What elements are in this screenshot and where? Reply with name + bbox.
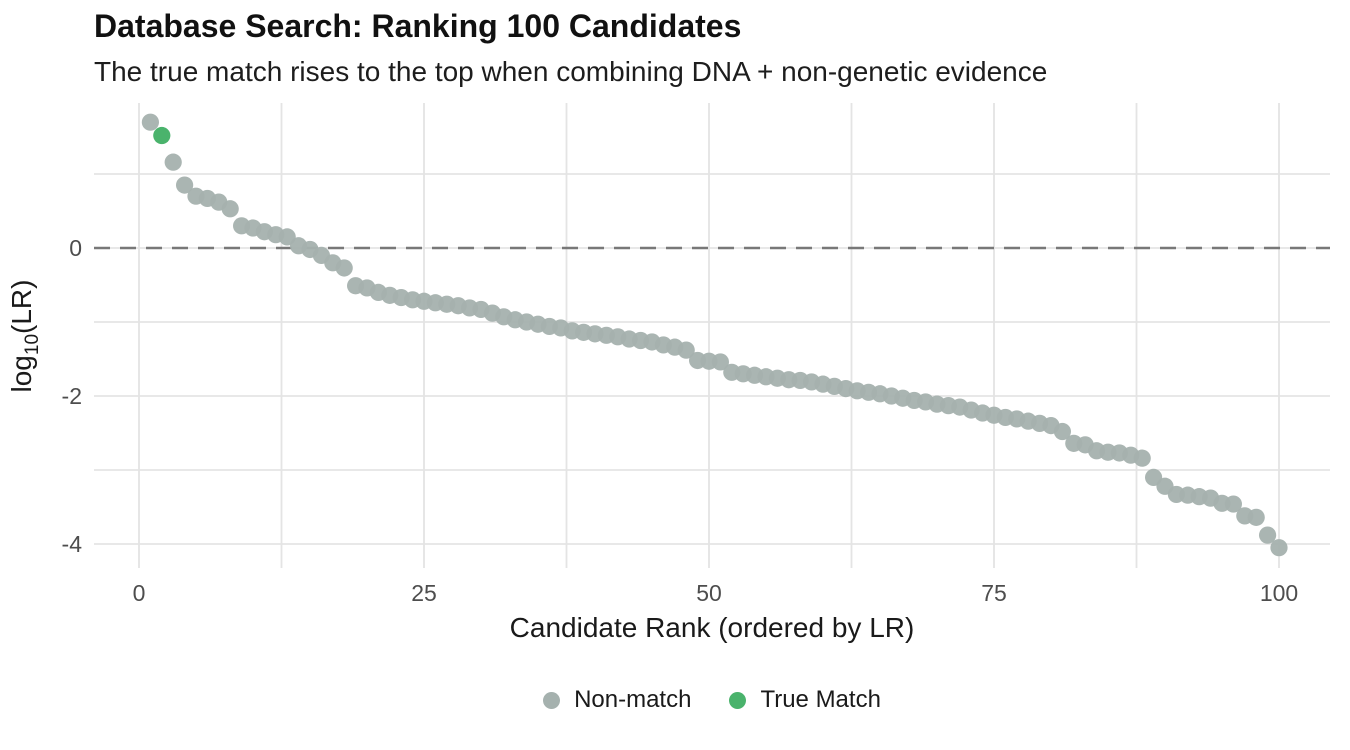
y-tick-label: 0 [69,235,82,261]
y-tick-label: -4 [62,531,83,557]
data-point-non-match [141,113,159,131]
data-point-non-match [711,353,730,371]
data-point-true-match [153,126,171,145]
data-point-non-match [677,341,695,359]
non-match-dot-icon [543,691,561,709]
x-tick-label: 0 [133,580,146,606]
gridlines-layer [94,103,1330,568]
x-tick-label: 75 [981,580,1007,606]
data-point-non-match [1053,422,1071,441]
chart-subtitle: The true match rises to the top when com… [94,56,1048,87]
legend-label-true-match: True Match [760,686,881,713]
tick-labels-layer: 0 25 50 75 100 0 -2 -4 [62,235,1299,606]
legend-item-non-match: Non-match [543,686,691,714]
legend-label-non-match: Non-match [574,686,692,713]
y-tick-label: -2 [62,383,82,409]
data-point-non-match [221,200,239,218]
y-axis-title-sub: 10 [22,334,43,355]
x-tick-label: 100 [1260,580,1298,606]
x-tick-label: 50 [696,580,722,606]
data-point-non-match [1224,495,1242,513]
true-match-dot-icon [729,691,747,709]
points-layer [141,113,1288,557]
data-point-non-match [335,259,353,277]
data-point-non-match [176,176,194,194]
chart-title: Database Search: Ranking 100 Candidates [94,8,742,44]
data-point-non-match [1247,508,1265,526]
data-point-non-match [1270,539,1288,557]
y-axis-title-rest: (LR) [6,280,37,334]
y-axis-title-main: log [6,355,37,392]
x-axis-title: Candidate Rank (ordered by LR) [510,612,915,643]
data-point-non-match [164,153,182,171]
legend: Non-match True Match [94,686,1330,714]
y-axis-title: log10(LR) [6,280,43,393]
x-tick-label: 25 [411,580,437,606]
data-point-non-match [1133,449,1151,467]
data-point-non-match [1259,526,1277,544]
legend-item-true-match: True Match [729,686,881,714]
